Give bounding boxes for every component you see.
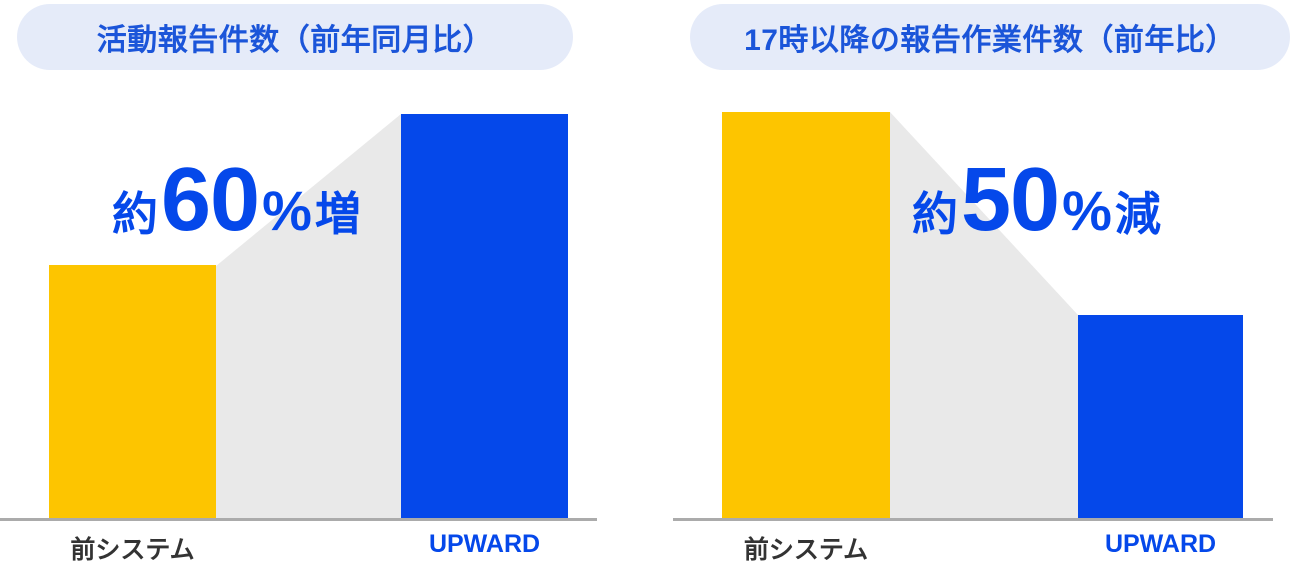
chart-title: 17時以降の報告作業件数（前年比） — [744, 24, 1236, 57]
annotation-unit: % — [1062, 179, 1112, 242]
chart-title-pill: 活動報告件数（前年同月比） — [17, 4, 573, 70]
axis-baseline — [0, 518, 597, 521]
annotation-value: 60 — [161, 150, 260, 250]
annotation-decrease: 約 50 % 減 — [912, 155, 1161, 245]
connector-polygon — [890, 112, 1078, 518]
category-label-previous-system: 前システム — [70, 536, 195, 564]
bar-previous-system — [49, 265, 216, 518]
bar-upward — [401, 114, 568, 518]
category-label-upward: UPWARD — [428, 530, 541, 558]
chart-title: 活動報告件数（前年同月比） — [96, 24, 494, 57]
annotation-prefix: 約 — [912, 188, 958, 240]
annotation-unit: % — [262, 179, 312, 242]
chart-panel-after-17-reports: 17時以降の報告作業件数（前年比） 約 50 % 減 前システム UPWARD — [650, 0, 1300, 573]
axis-baseline — [673, 518, 1273, 521]
annotation-suffix: 増 — [314, 188, 361, 240]
bar-previous-system — [722, 112, 890, 518]
annotation-prefix: 約 — [112, 188, 158, 240]
bar-upward — [1078, 315, 1243, 518]
category-label-upward: UPWARD — [1104, 530, 1217, 558]
category-label-previous-system: 前システム — [743, 536, 869, 564]
connector-band — [890, 112, 1078, 518]
annotation-suffix: 減 — [1114, 188, 1161, 240]
connector-band — [216, 114, 401, 518]
chart-panel-activity-reports: 活動報告件数（前年同月比） 約 60 % 増 前システム UPWARD — [0, 4, 597, 564]
annotation-increase: 約 60 % 増 — [112, 155, 361, 245]
connector-polygon — [216, 114, 401, 518]
annotation-value: 50 — [961, 150, 1060, 250]
chart-title-pill: 17時以降の報告作業件数（前年比） — [690, 4, 1290, 70]
